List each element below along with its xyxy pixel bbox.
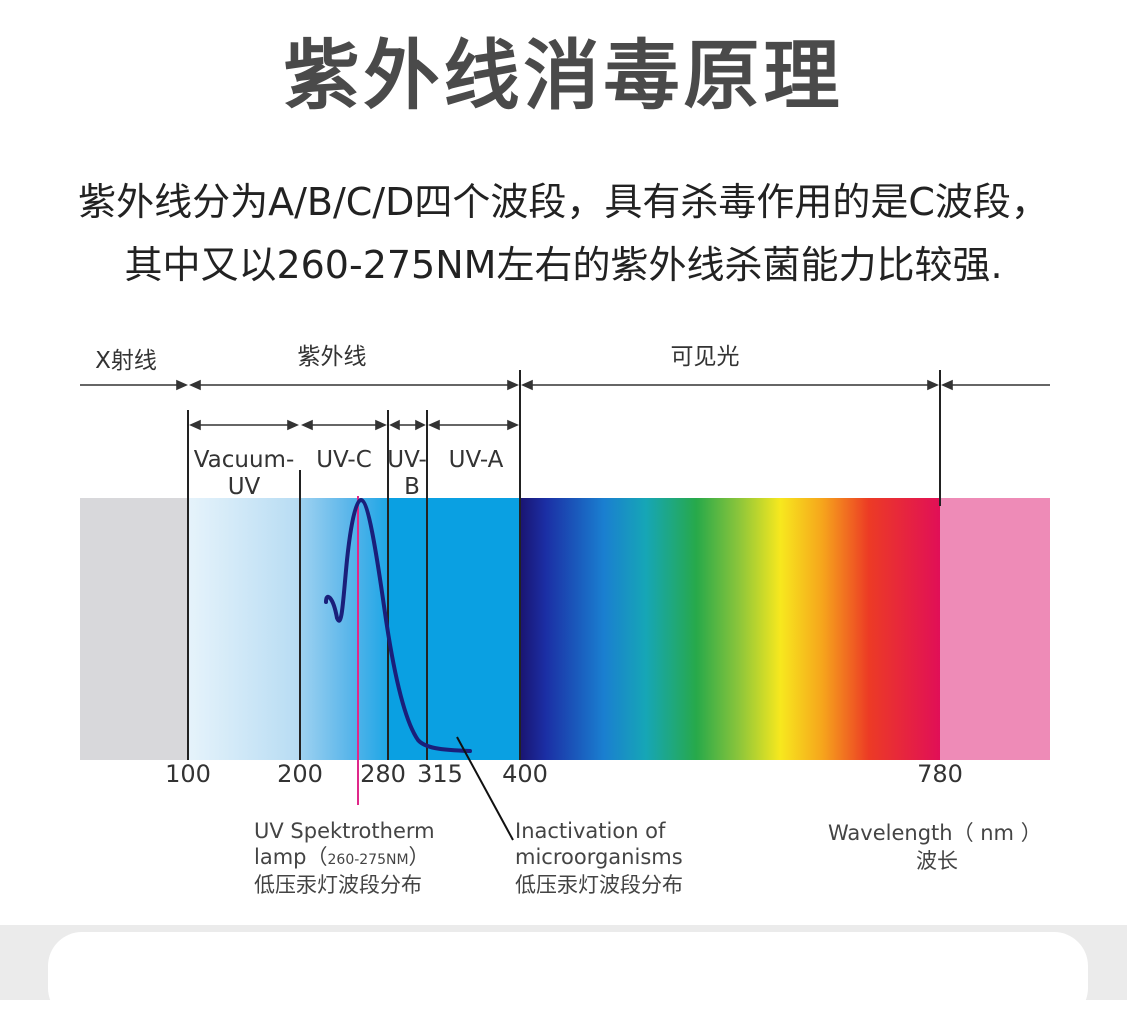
wavelength-label-line2: 波长 — [916, 849, 958, 873]
lamp-label-line2: lamp（260-275NM） — [254, 845, 430, 869]
band-label-uva: UV-A — [449, 447, 504, 473]
band-label-uvc: UV-C — [316, 447, 372, 473]
inactivation-label-line3: 低压汞灯波段分布 — [515, 873, 683, 897]
tick-label-315: 315 — [417, 760, 463, 788]
inactivation-label-line2: microorganisms — [515, 845, 683, 869]
tick-label-780: 780 — [917, 760, 963, 788]
lamp-label-line3: 低压汞灯波段分布 — [254, 873, 422, 897]
wavelength-label-line1: Wavelength（ nm ） — [828, 821, 1042, 845]
lamp-label-line2-suffix: ） — [409, 845, 430, 869]
uv-spectrum-diagram: X射线 紫外线 可见光 Vacuum- UV UV-C UV- B UV-A 1… — [80, 344, 1050, 897]
band-label-vacuum-uv-2: UV — [228, 474, 261, 500]
tick-label-400: 400 — [502, 760, 548, 788]
region-label-xray: X射线 — [95, 348, 157, 374]
inactivation-label-line1: Inactivation of — [515, 819, 666, 843]
band-label-uvb-2: B — [404, 474, 420, 500]
lamp-label-line2-range: 260-275NM — [328, 852, 409, 868]
lamp-label-line2-prefix: lamp（ — [254, 845, 328, 869]
band-label-uvb-1: UV- — [387, 447, 427, 473]
tick-label-200: 200 — [277, 760, 323, 788]
band-label-vacuum-uv-1: Vacuum- — [194, 447, 295, 473]
infrared-block — [940, 498, 1050, 760]
region-label-uv: 紫外线 — [298, 344, 367, 370]
vacuum-uv-block — [188, 498, 300, 760]
region-label-visible: 可见光 — [671, 344, 740, 370]
bottom-card — [48, 932, 1088, 1022]
intro-line-2: 其中又以260-275NM左右的紫外线杀菌能力比较强. — [124, 243, 1003, 287]
lamp-label-line1: UV Spektrotherm — [254, 819, 435, 843]
tick-label-280: 280 — [360, 760, 406, 788]
inactivation-leader-line — [456, 736, 514, 841]
intro-line-1: 紫外线分为A/B/C/D四个波段，具有杀毒作用的是C波段， — [78, 180, 1049, 224]
page-title: 紫外线消毒原理 — [283, 31, 844, 120]
tick-label-100: 100 — [165, 760, 211, 788]
visible-block — [520, 498, 940, 760]
xray-block — [80, 498, 188, 760]
absorption-curve — [324, 497, 472, 753]
